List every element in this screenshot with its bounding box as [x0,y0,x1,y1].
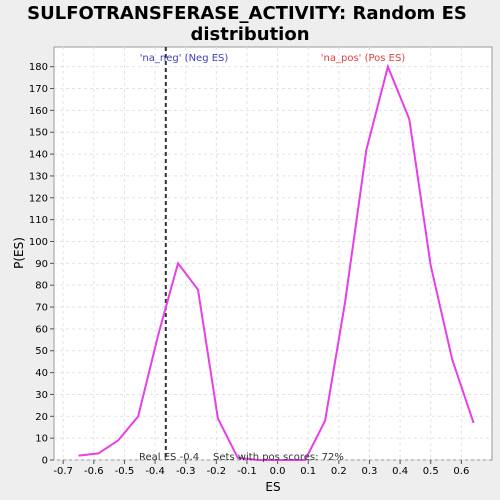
x-tick-label: -0.6 [84,466,104,477]
grid [54,47,492,461]
y-tick-label: 50 [35,346,48,357]
y-tick-label: 160 [29,106,48,117]
y-tick-label: 100 [29,237,48,248]
y-tick-label: 90 [35,259,48,270]
x-tick-label: -0.3 [176,466,196,477]
x-axis: -0.7 -0.6 -0.5 -0.4 -0.3 -0.2 -0.1 0.0 0.1 0.2 0.3… [53,460,469,477]
x-tick-label: 0.1 [300,466,316,477]
y-tick-label: 10 [35,434,48,445]
plot-area [53,46,493,461]
y-tick-label: 60 [35,324,48,335]
x-tick-label: 0.5 [423,466,439,477]
y-tick-label: 130 [29,171,48,182]
annotation-pos-scores: Sets with pos scores: 72% [213,452,344,463]
y-axis: 0 10 20 30 40 50 60 70 80 90 100 110 120 130 140 150 160… [29,62,54,467]
y-tick-label: 80 [35,281,48,292]
y-tick-label: 170 [29,84,48,95]
x-tick-label: 0.0 [270,466,286,477]
y-tick-label: 140 [29,150,48,161]
y-tick-label: 40 [35,368,48,379]
chart-title-line1: SULFOTRANSFERASE_ACTIVITY: Random ES [27,3,467,24]
y-tick-label: 180 [29,62,48,73]
x-axis-label: ES [265,480,280,494]
annotation-na-neg: 'na_neg' (Neg ES) [140,53,229,64]
y-tick-label: 110 [29,215,48,226]
chart-title-line2: distribution [190,24,309,45]
y-tick-label: 120 [29,193,48,204]
y-tick-label: 70 [35,303,48,314]
x-tick-label: -0.2 [207,466,227,477]
x-tick-label: -0.4 [145,466,165,477]
x-tick-label: -0.7 [53,466,73,477]
series-line [78,63,475,461]
x-tick-label: 0.2 [331,466,347,477]
x-tick-label: 0.3 [362,466,378,477]
x-tick-label: 0.6 [453,466,469,477]
y-axis-label: P(ES) [12,237,26,269]
y-tick-label: 20 [35,412,48,423]
x-tick-label: 0.4 [392,466,408,477]
y-tick-label: 30 [35,390,48,401]
x-tick-label: -0.1 [237,466,257,477]
y-tick-label: 0 [42,456,48,467]
annotation-na-pos: 'na_pos' (Pos ES) [321,53,406,64]
x-tick-label: -0.5 [115,466,135,477]
annotation-real-es: Real ES -0.4 [139,452,199,463]
y-tick-label: 150 [29,128,48,139]
